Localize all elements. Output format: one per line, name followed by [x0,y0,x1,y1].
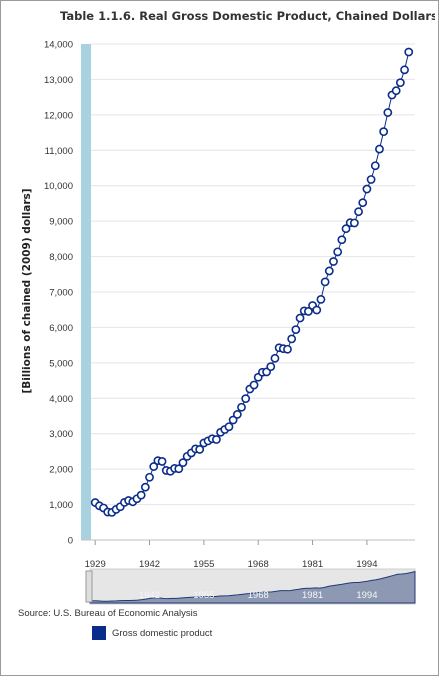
data-point[interactable] [212,435,221,444]
data-point[interactable] [145,472,154,482]
data-point[interactable] [283,344,292,354]
data-point[interactable] [174,464,184,474]
x-tick-label: 1929 [85,559,106,570]
data-point[interactable] [157,457,167,466]
navigator-series-area [89,570,416,604]
range-navigator[interactable]: 1942 1955 1968 1981 1994 [85,568,416,605]
data-point[interactable] [266,362,276,372]
data-point[interactable] [329,257,338,266]
data-point[interactable] [404,47,414,57]
series-line-gdp [94,51,410,513]
legend-swatch-gdp [92,626,106,640]
navigator-labels: 1942 1955 1968 1981 1994 [139,590,378,601]
data-point[interactable] [337,235,347,245]
series-points [90,47,414,517]
navigator-label: 1981 [302,590,323,601]
legend[interactable]: Gross domestic product [92,626,212,640]
gridlines [91,43,415,506]
y-tick-label: 12,000 [44,110,73,121]
data-point[interactable] [178,458,188,468]
source-note: Source: U.S. Bureau of Economic Analysis [18,608,198,619]
data-point[interactable] [232,410,242,419]
data-point[interactable] [362,184,372,194]
x-tick-label: 1994 [356,559,377,570]
navigator-label: 1968 [248,590,269,601]
y-tick-label: 1,000 [49,500,73,511]
x-tick-label: 1942 [139,559,160,570]
data-point[interactable] [241,394,251,404]
navigator-left-handle[interactable] [85,570,93,603]
data-point[interactable] [287,334,297,344]
data-point[interactable] [349,218,359,228]
y-axis-ticks: 0 1,000 2,000 3,000 4,000 5,000 6,000 7,000 8,00… [44,40,73,547]
data-point[interactable] [136,490,146,500]
data-point[interactable] [195,445,205,454]
data-point[interactable] [303,307,313,316]
y-tick-label: 7,000 [49,288,73,299]
data-point[interactable] [249,380,259,390]
data-point[interactable] [391,86,401,96]
y-tick-label: 8,000 [49,252,73,263]
data-point[interactable] [358,198,368,208]
data-point[interactable] [295,313,305,323]
y-tick-label: 10,000 [44,181,73,192]
data-point[interactable] [228,415,238,425]
data-point[interactable] [354,207,363,217]
data-point[interactable] [375,144,384,154]
y-tick-label: 9,000 [49,217,73,228]
y-tick-label: 3,000 [49,429,73,440]
data-point[interactable] [324,266,334,276]
legend-label-gdp: Gross domestic product [112,627,213,639]
y-tick-label: 14,000 [44,40,73,51]
y-tick-label: 5,000 [49,358,73,369]
y-tick-label: 2,000 [49,465,73,476]
data-point[interactable] [291,325,301,335]
navigator-label: 1942 [139,590,160,601]
x-tick-label: 1955 [193,559,214,570]
x-tick-label: 1968 [248,559,269,570]
data-point[interactable] [383,108,393,117]
data-point[interactable] [400,65,409,75]
data-point[interactable] [333,247,343,257]
y-tick-label: 4,000 [49,394,73,405]
navigator-label: 1955 [193,590,214,601]
y-tick-label: 13,000 [44,75,73,86]
data-point[interactable] [316,294,326,304]
y-tick-label: 0 [68,536,73,547]
data-point[interactable] [395,78,405,88]
y-axis-label: [Billions of chained (2009) dollars] [21,188,33,393]
data-point[interactable] [149,462,159,471]
data-point[interactable] [140,482,150,492]
data-point[interactable] [237,402,246,412]
x-axis-ticks: 1929 1942 1955 1968 1981 1994 [85,540,377,570]
y-tick-label: 11,000 [45,146,73,157]
data-point[interactable] [366,175,376,184]
data-point[interactable] [270,353,280,363]
data-point[interactable] [312,305,322,315]
data-point[interactable] [320,277,330,287]
data-point[interactable] [379,127,389,137]
navigator-label: 1994 [356,590,377,601]
y-tick-label: 6,000 [49,323,73,334]
data-point[interactable] [370,161,380,171]
y-axis-band [81,44,91,540]
data-point[interactable] [341,224,351,234]
x-tick-label: 1981 [302,559,323,570]
data-point[interactable] [224,422,234,432]
chart-title: Table 1.1.6. Real Gross Domestic Product… [60,9,435,23]
